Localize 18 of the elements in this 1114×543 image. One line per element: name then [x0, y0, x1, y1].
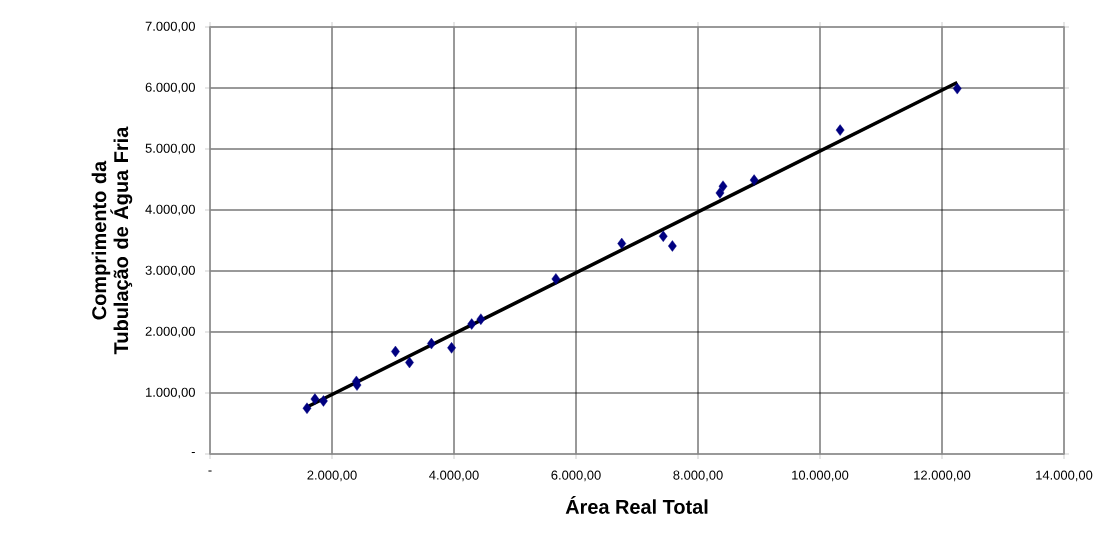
y-tick-label: 7.000,00 [145, 21, 195, 33]
x-tick-label: 4.000,00 [429, 470, 479, 482]
y-tick-label: - [191, 452, 195, 454]
x-tick-label: 14.000,00 [1036, 470, 1093, 482]
x-axis-title: Área Real Total [565, 496, 708, 514]
x-tick-label: 10.000,00 [792, 470, 849, 482]
y-tick-label: 2.000,00 [145, 326, 195, 338]
y-tick-label: 4.000,00 [145, 204, 195, 216]
x-tick-label: 8.000,00 [673, 470, 723, 482]
y-tick-label: 5.000,00 [145, 143, 195, 155]
y-tick-label: 6.000,00 [145, 82, 195, 94]
y-tick-label: 3.000,00 [145, 265, 195, 277]
x-tick-label: 2.000,00 [307, 470, 357, 482]
y-axis-title: Comprimento da Tubulação de Água Fria [91, 126, 133, 355]
x-tick-label: 6.000,00 [551, 470, 601, 482]
y-tick-label: 1.000,00 [146, 387, 195, 399]
x-tick-label: - [208, 470, 212, 472]
x-tick-label: 12.000,00 [914, 470, 971, 482]
